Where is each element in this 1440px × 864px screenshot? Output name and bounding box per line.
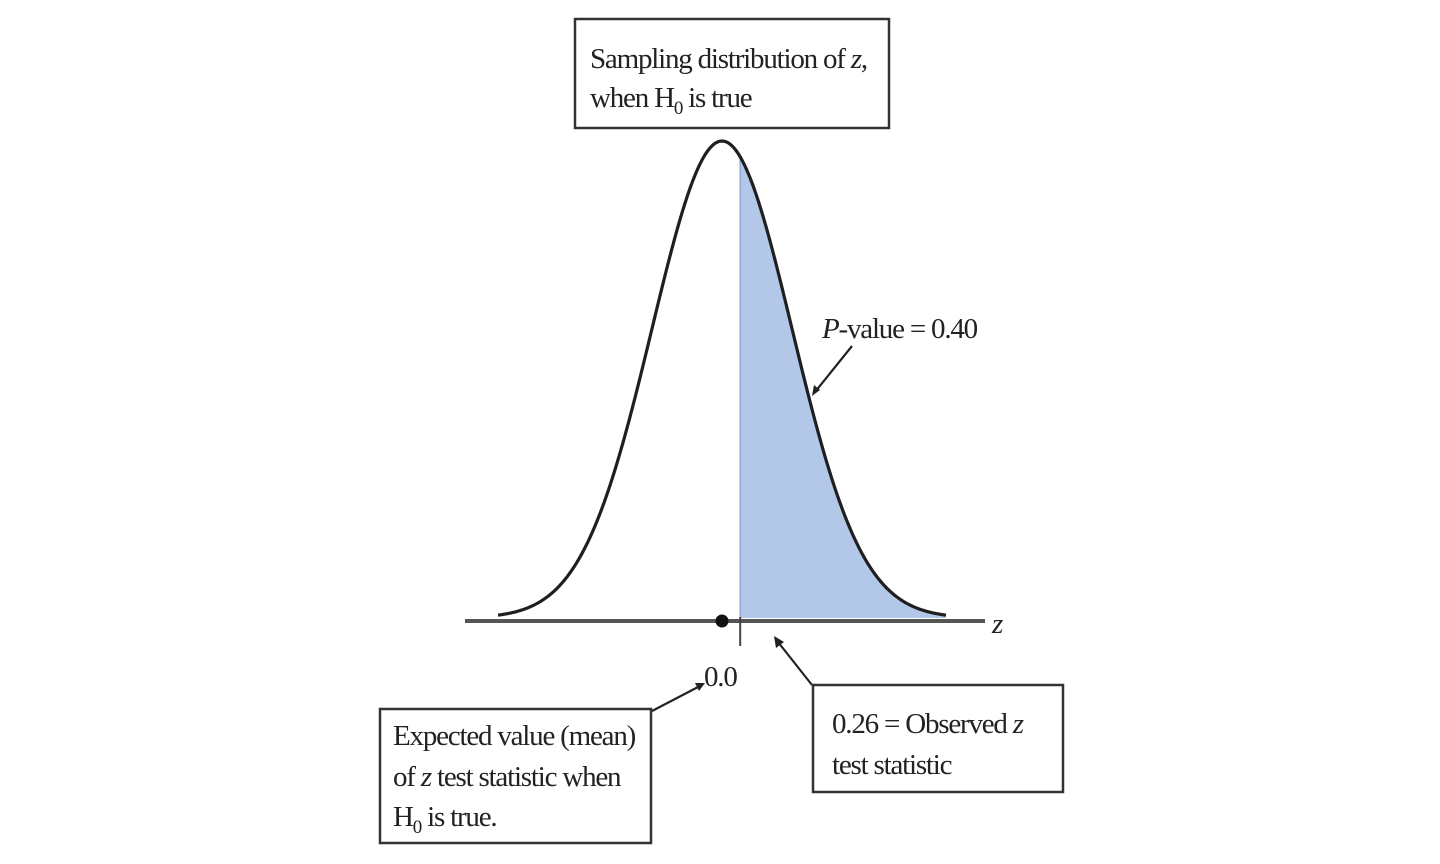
observed-annotation: 0.26 = Observed z test statistic [811,683,1065,794]
observed-annotation-line2: test statistic [832,749,952,781]
top-annotation-line1: Sampling distribution of z, [590,43,867,75]
p-value-label: P-value = 0.40 [821,313,978,345]
mean-annotation-line1: Expected value (mean) [393,720,636,752]
mean-leader-arrowhead [695,683,705,691]
observed-annotation-line1: 0.26 = Observed z [832,708,1024,740]
mean-annotation-line3: H0 is true. [393,801,496,838]
p-value-leader-line [814,345,853,393]
p-value-leader-arrowhead [812,385,820,396]
observed-annotation-box [811,683,1065,794]
mean-annotation-line2: of z test statistic when [393,761,622,793]
top-annotation-line2: when H0 is true [590,82,752,119]
mean-leader-line [651,685,701,712]
mean-annotation: Expected value (mean) of z test statisti… [378,707,653,845]
top-annotation-box [573,17,891,130]
p-value-shaded-area [740,156,946,618]
mean-value-label: 0.0 [704,661,737,693]
mean-point [715,614,729,628]
observed-leader-line [777,641,813,686]
mean-annotation-box [378,707,653,845]
observed-leader-arrowhead [774,636,784,648]
top-annotation: Sampling distribution of z, when H0 is t… [573,17,891,130]
normal-curve [497,139,947,617]
axis-variable-label: z [991,608,1003,640]
